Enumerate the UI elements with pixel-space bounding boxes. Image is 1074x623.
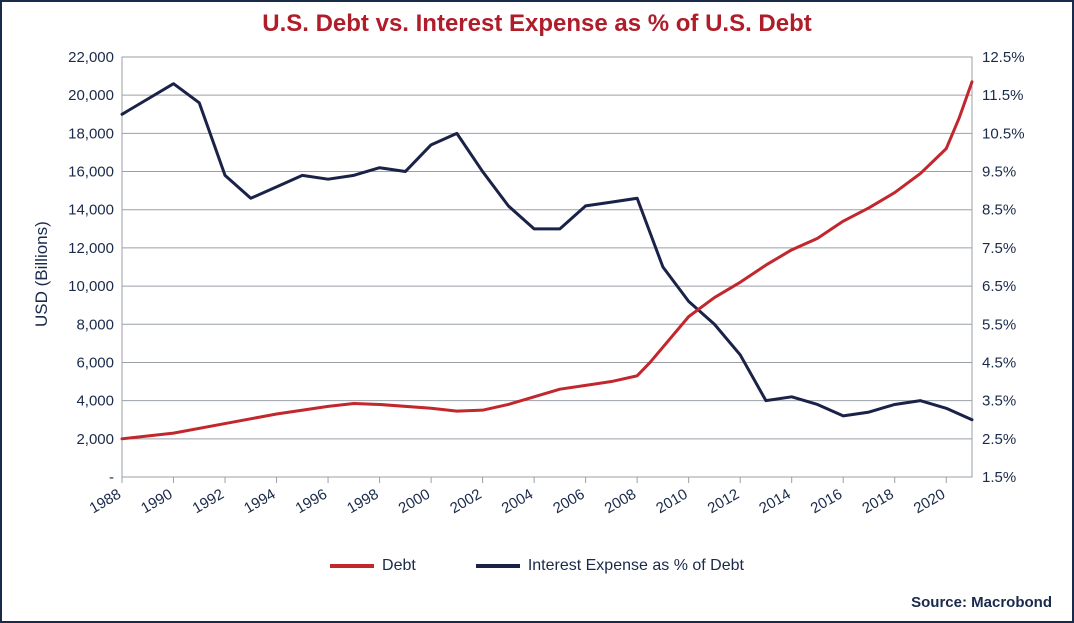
svg-text:12,000: 12,000 (68, 240, 114, 257)
svg-text:14,000: 14,000 (68, 202, 114, 219)
svg-text:2012: 2012 (705, 486, 742, 517)
svg-text:2008: 2008 (602, 486, 639, 517)
svg-text:2002: 2002 (447, 486, 484, 517)
svg-text:12.5%: 12.5% (982, 49, 1025, 66)
svg-text:7.5%: 7.5% (982, 240, 1016, 257)
svg-text:2016: 2016 (808, 486, 845, 517)
svg-text:10.5%: 10.5% (982, 125, 1025, 142)
svg-text:22,000: 22,000 (68, 49, 114, 66)
legend-item-interest: Interest Expense as % of Debt (476, 557, 744, 575)
svg-text:2020: 2020 (911, 486, 948, 517)
legend: Debt Interest Expense as % of Debt (2, 557, 1072, 575)
svg-text:3.5%: 3.5% (982, 393, 1016, 410)
chart-frame: U.S. Debt vs. Interest Expense as % of U… (0, 0, 1074, 623)
svg-text:9.5%: 9.5% (982, 164, 1016, 181)
svg-text:2.5%: 2.5% (982, 431, 1016, 448)
svg-text:2,000: 2,000 (76, 431, 114, 448)
svg-text:1.5%: 1.5% (982, 469, 1016, 486)
svg-text:1990: 1990 (138, 486, 175, 517)
svg-text:5.5%: 5.5% (982, 316, 1016, 333)
svg-text:20,000: 20,000 (68, 87, 114, 104)
legend-swatch-debt (330, 564, 374, 568)
svg-text:1994: 1994 (241, 486, 278, 517)
svg-text:18,000: 18,000 (68, 125, 114, 142)
svg-text:6,000: 6,000 (76, 354, 114, 371)
svg-text:10,000: 10,000 (68, 278, 114, 295)
legend-label-interest: Interest Expense as % of Debt (528, 557, 744, 575)
svg-text:2018: 2018 (859, 486, 896, 517)
legend-item-debt: Debt (330, 557, 416, 575)
svg-text:6.5%: 6.5% (982, 278, 1016, 295)
svg-text:-: - (109, 469, 114, 486)
svg-text:4.5%: 4.5% (982, 354, 1016, 371)
svg-text:4,000: 4,000 (76, 393, 114, 410)
svg-text:1998: 1998 (344, 486, 381, 517)
svg-text:8.5%: 8.5% (982, 202, 1016, 219)
svg-text:1992: 1992 (190, 486, 227, 517)
source-label: Source: Macrobond (911, 594, 1052, 611)
legend-label-debt: Debt (382, 557, 416, 575)
svg-text:2000: 2000 (396, 486, 433, 517)
svg-text:2010: 2010 (653, 486, 690, 517)
svg-text:2014: 2014 (756, 486, 793, 517)
svg-text:1988: 1988 (87, 486, 124, 517)
svg-text:16,000: 16,000 (68, 164, 114, 181)
svg-text:2004: 2004 (499, 486, 536, 517)
svg-text:1996: 1996 (293, 486, 330, 517)
svg-text:11.5%: 11.5% (982, 87, 1023, 104)
svg-text:2006: 2006 (550, 486, 587, 517)
svg-text:8,000: 8,000 (76, 316, 114, 333)
legend-swatch-interest (476, 564, 520, 568)
line-chart: - 2,000 4,000 6,000 8,000 10,000 12,000 14,000 1… (2, 2, 1074, 562)
